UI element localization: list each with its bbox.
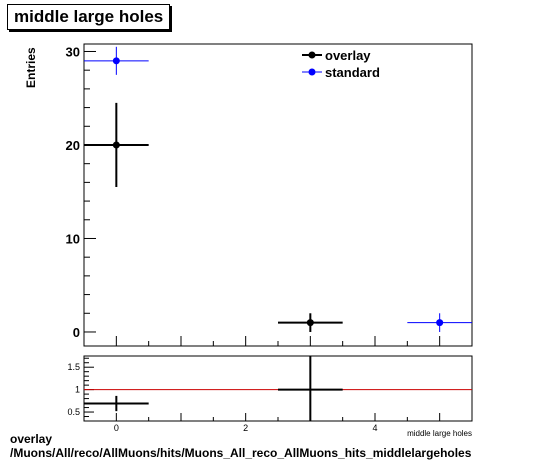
standard-point: [436, 319, 444, 327]
ratio-x-tick-label: 4: [372, 423, 377, 433]
legend-standard-label: standard: [325, 65, 380, 80]
x-axis-label: middle large holes: [407, 429, 472, 438]
standard-point: [112, 57, 120, 65]
footer-line-1: overlay: [10, 432, 53, 446]
chart-title: middle large holes: [7, 4, 171, 30]
ratio-x-tick-label: 2: [243, 423, 248, 433]
legend-standard-marker: [308, 68, 316, 76]
ratio-frame: [83, 355, 473, 422]
ratio-y-tick-label: 1.5: [67, 362, 80, 372]
ratio-y-tick-label: 1: [75, 385, 80, 395]
overlay-point: [112, 141, 120, 149]
footer-line-2: /Muons/All/reco/AllMuons/hits/Muons_All_…: [10, 446, 472, 460]
y-axis-label: Entries: [24, 47, 38, 88]
legend-overlay-marker: [308, 51, 316, 59]
main-frame: [83, 43, 473, 347]
overlay-point: [306, 319, 314, 327]
y-tick-label: 0: [73, 325, 80, 340]
y-tick-label: 10: [66, 231, 80, 246]
legend-overlay-label: overlay: [325, 48, 371, 63]
ratio-y-tick-label: 0.5: [67, 407, 80, 417]
y-tick-label: 20: [66, 138, 80, 153]
y-tick-label: 30: [66, 44, 80, 59]
ratio-x-tick-label: 0: [114, 423, 119, 433]
